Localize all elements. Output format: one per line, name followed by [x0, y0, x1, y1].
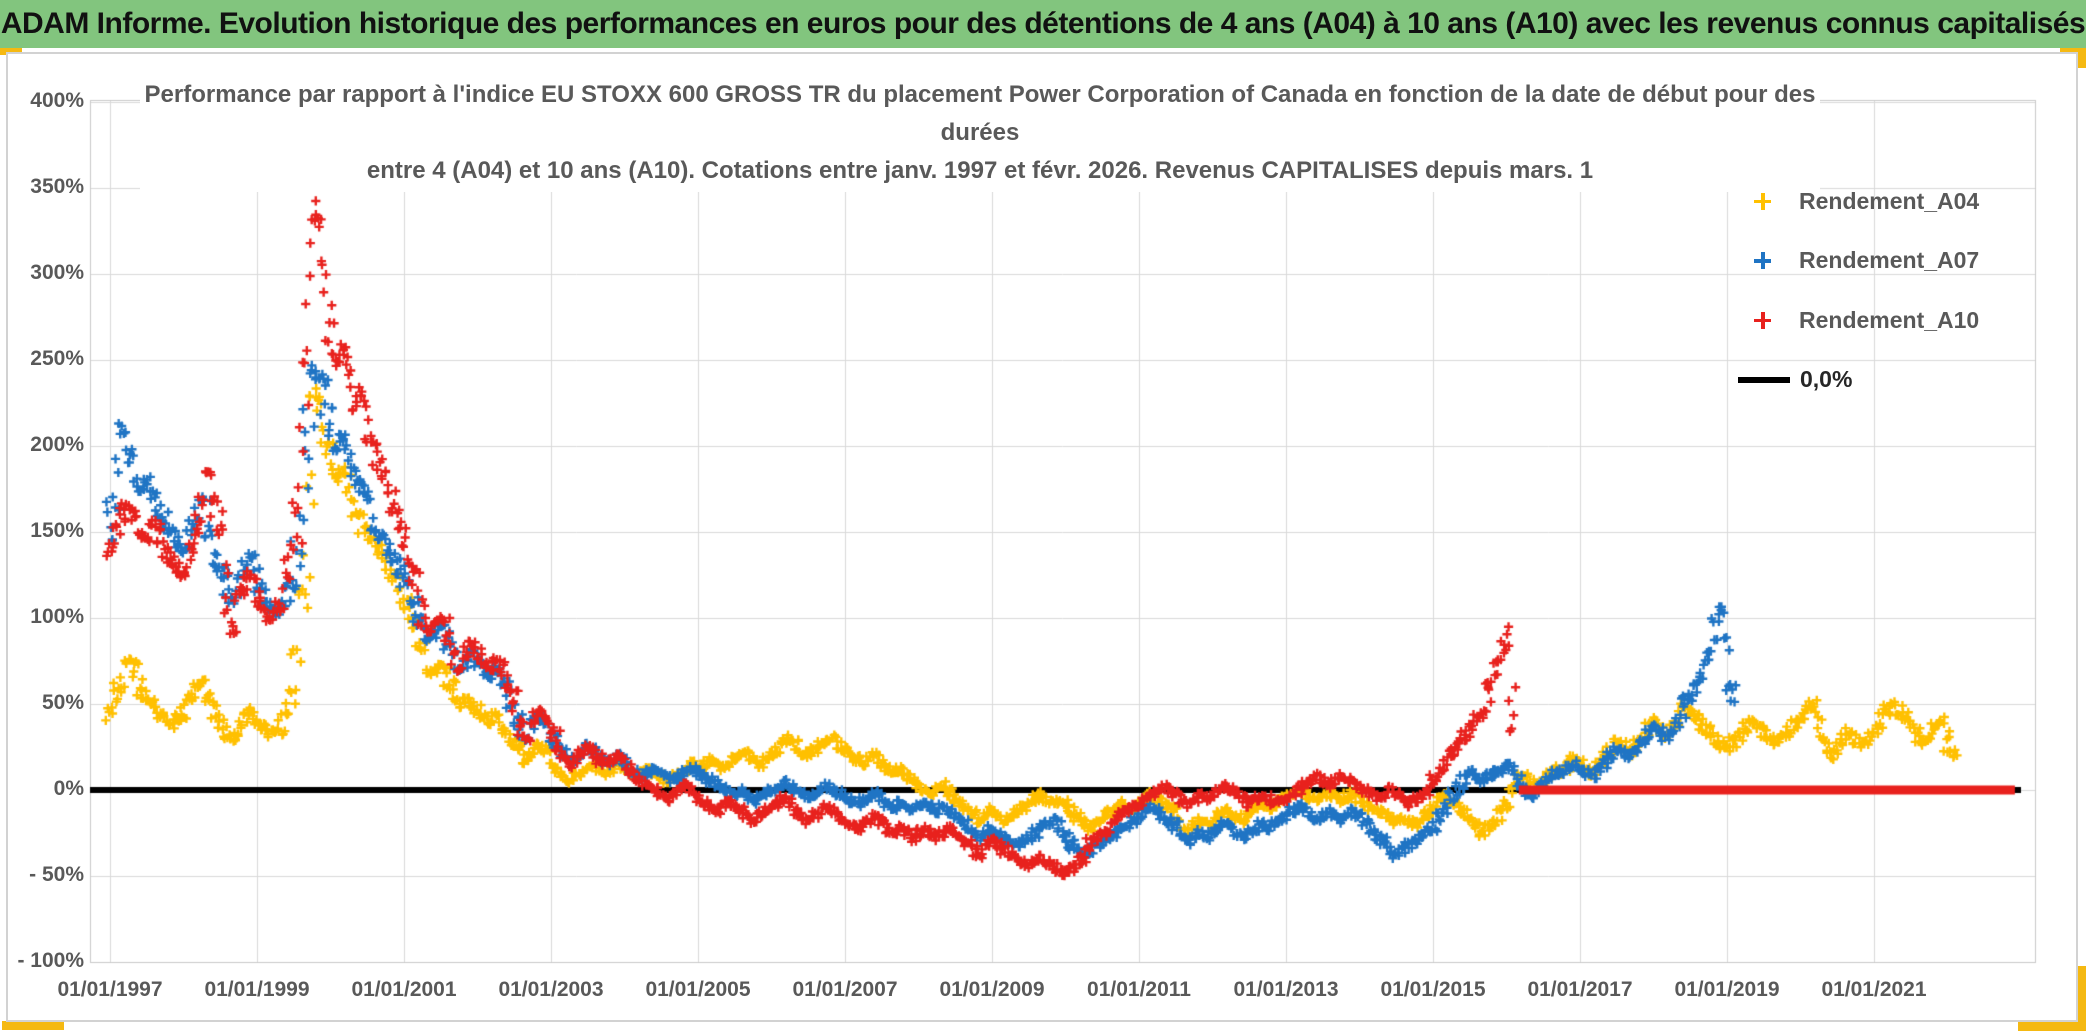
x-tick-label: 01/01/2021 — [1821, 978, 1927, 1001]
y-tick-label: 250% — [30, 347, 84, 370]
chart-title-line2: durées — [940, 119, 1020, 146]
legend-entry-label: Rendement_A10 — [1799, 306, 1980, 333]
legend-entry-label: Rendement_A04 — [1799, 187, 1980, 214]
chart-title: Performance par rapport à l'indice EU ST… — [140, 76, 1820, 192]
legend-entry-label: 0,0% — [1800, 366, 1853, 392]
y-tick-label: 0% — [53, 777, 84, 800]
y-tick-label: - 50% — [29, 863, 84, 886]
legend-plus-icon — [1754, 311, 1771, 329]
x-tick-label: 01/01/2019 — [1674, 978, 1780, 1001]
x-tick-label: 01/01/2009 — [939, 978, 1045, 1001]
x-tick-label: 01/01/2011 — [1087, 978, 1191, 1001]
x-tick-label: 01/01/2003 — [498, 978, 604, 1001]
y-tick-label: 50% — [41, 691, 84, 714]
legend-entry-label: Rendement_A07 — [1799, 247, 1980, 273]
legend-line-icon — [1738, 376, 1790, 383]
legend-entry: Rendement_A10 — [1738, 305, 1979, 335]
y-tick-label: 350% — [30, 175, 84, 198]
chart-title-line3: entre 4 (A04) et 10 ans (A10). Cotations… — [366, 157, 1594, 184]
x-tick-label: 01/01/2007 — [792, 978, 898, 1001]
x-tick-label: 01/01/2001 — [351, 978, 457, 1001]
y-tick-label: - 100% — [17, 949, 84, 972]
legend-entry: Rendement_A04 — [1738, 186, 1979, 216]
y-tick-label: 300% — [30, 261, 84, 284]
x-tick-label: 01/01/2017 — [1527, 978, 1633, 1001]
legend-plus-icon — [1754, 192, 1771, 210]
legend-entry: Rendement_A07 — [1738, 246, 1979, 276]
y-tick-label: 150% — [30, 519, 84, 542]
y-tick-label: 400% — [30, 89, 84, 112]
x-tick-label: 01/01/1997 — [57, 978, 163, 1001]
x-tick-label: 01/01/1999 — [204, 978, 310, 1001]
legend-plus-icon — [1754, 252, 1771, 269]
y-tick-label: 200% — [30, 433, 84, 456]
y-tick-label: 100% — [30, 605, 84, 628]
chart-title-line1: Performance par rapport à l'indice EU ST… — [144, 81, 1816, 108]
x-tick-label: 01/01/2015 — [1380, 978, 1486, 1001]
x-tick-label: 01/01/2005 — [645, 978, 751, 1001]
x-tick-label: 01/01/2013 — [1233, 978, 1339, 1001]
legend-entry: 0,0% — [1738, 365, 1852, 395]
